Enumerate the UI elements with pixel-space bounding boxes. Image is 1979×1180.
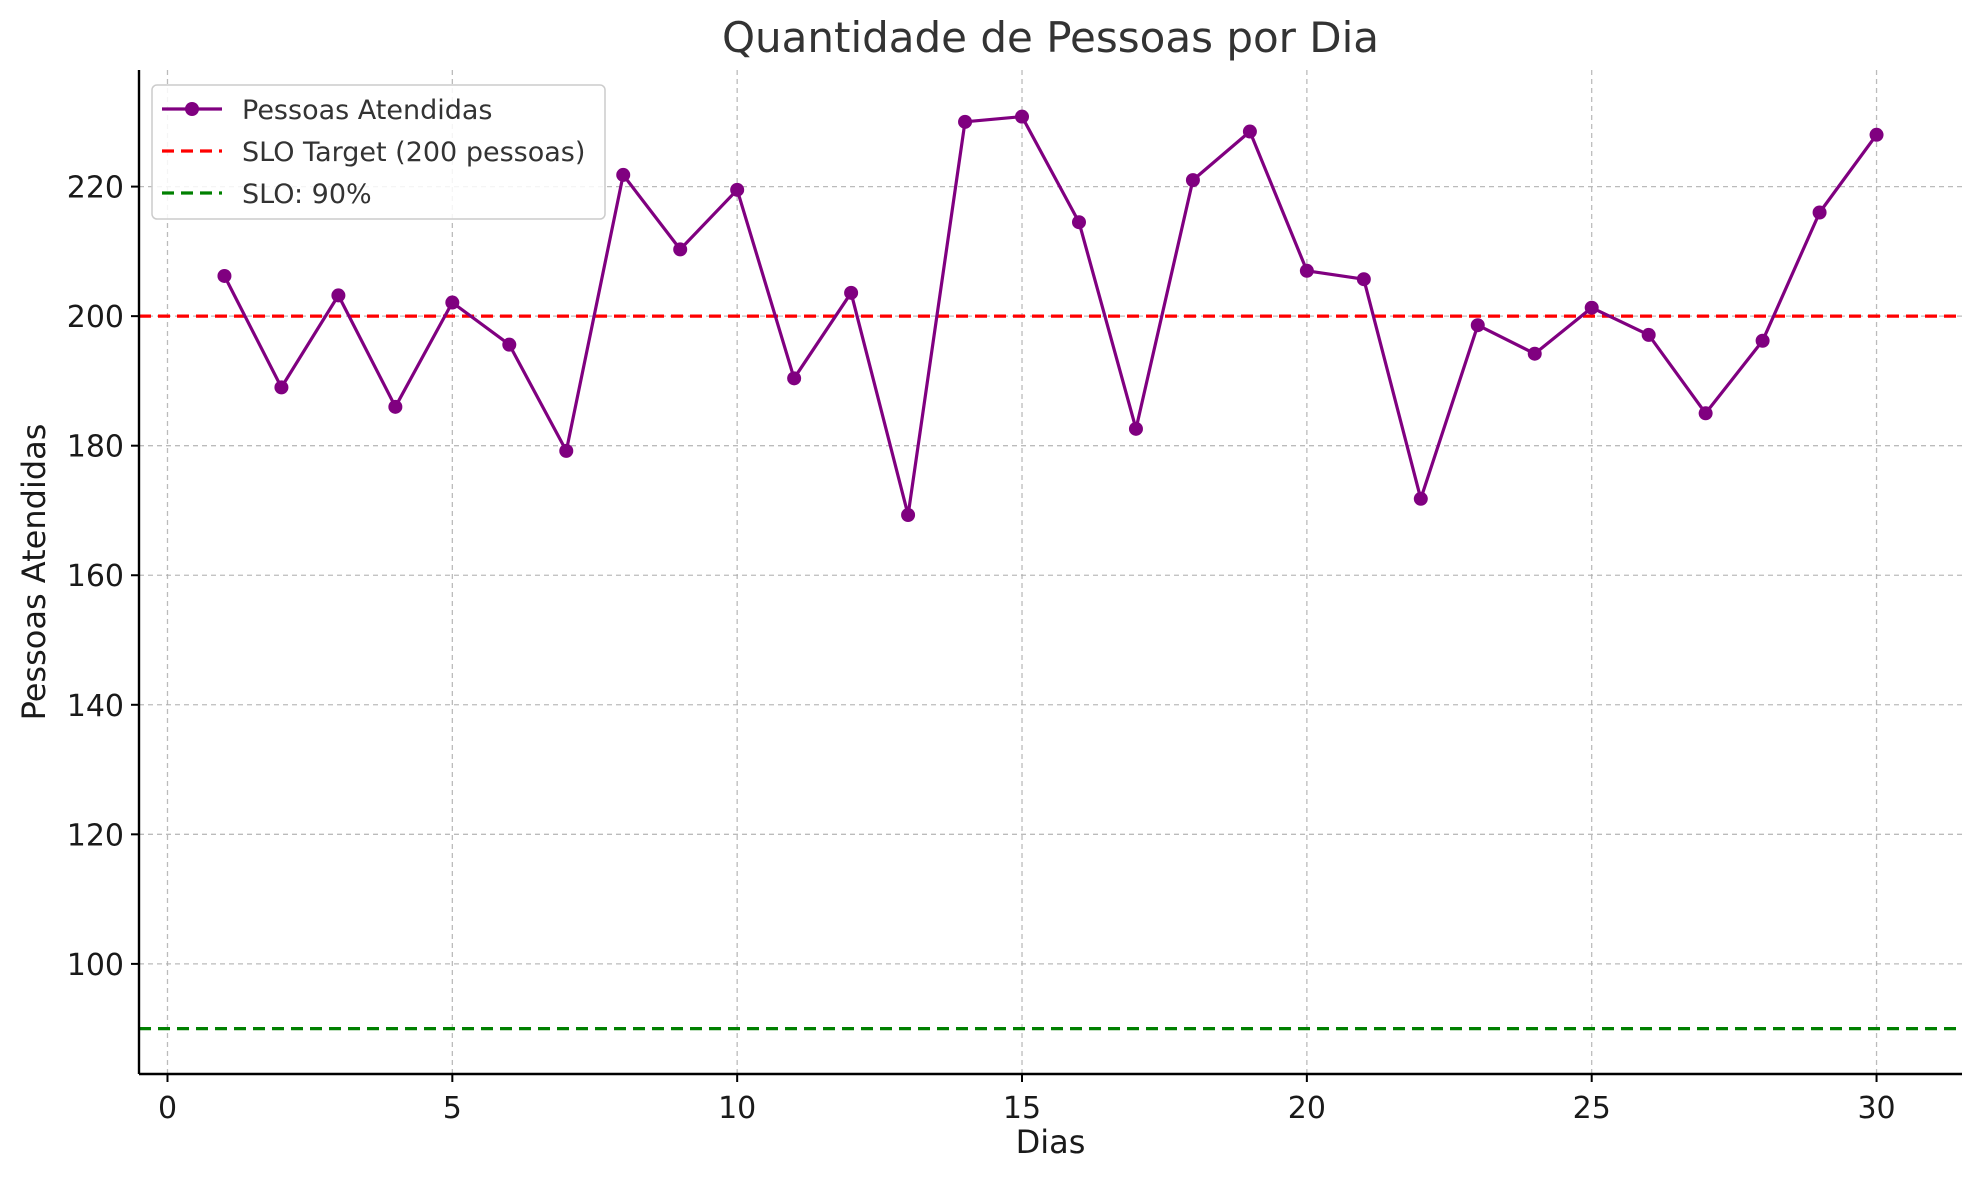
data-point	[958, 114, 973, 129]
x-tick-label: 20	[1288, 1091, 1326, 1126]
data-point	[1242, 124, 1257, 139]
data-point	[1299, 263, 1314, 278]
data-point	[559, 443, 574, 458]
x-tick-label: 25	[1573, 1091, 1611, 1126]
x-axis-label: Dias	[1016, 1123, 1086, 1161]
x-tick-label: 0	[158, 1091, 177, 1126]
y-axis-label: Pessoas Atendidas	[15, 424, 53, 721]
legend: Pessoas Atendidas SLO Target (200 pessoas…	[151, 84, 606, 220]
data-point	[901, 507, 916, 522]
data-point	[787, 371, 802, 386]
data-point	[844, 285, 859, 300]
legend-marker	[185, 102, 199, 116]
data-point	[616, 167, 631, 182]
y-tick-label: 200	[67, 300, 124, 335]
y-tick-label: 100	[67, 948, 124, 983]
data-point	[1641, 327, 1656, 342]
x-tick-label: 5	[443, 1091, 462, 1126]
y-tick-label: 160	[67, 559, 124, 594]
data-point	[1698, 406, 1713, 421]
chart-title: Quantidade de Pessoas por Dia	[722, 13, 1379, 62]
legend-box	[151, 84, 606, 220]
data-point	[274, 380, 289, 395]
legend-label: SLO Target (200 pessoas)	[242, 137, 585, 168]
x-tick-label: 10	[718, 1091, 756, 1126]
data-point	[1812, 205, 1827, 220]
axes: 0 5 10 15 20 25 30 100 120 140 160 180 200 220	[67, 70, 1962, 1126]
data-point	[1470, 318, 1485, 333]
y-tick-label: 120	[67, 818, 124, 853]
data-point	[445, 295, 460, 310]
data-point	[1071, 215, 1086, 230]
data-point	[217, 268, 232, 283]
data-point	[1755, 333, 1770, 348]
series	[217, 109, 1884, 522]
x-tick-label: 30	[1857, 1091, 1895, 1126]
y-tick-label: 180	[67, 430, 124, 465]
series-line	[223, 114, 1878, 517]
data-point	[331, 288, 346, 303]
data-point	[1413, 491, 1428, 506]
x-tick-label: 15	[1003, 1091, 1041, 1126]
data-point	[1185, 173, 1200, 188]
legend-label: Pessoas Atendidas	[242, 95, 492, 126]
data-point	[388, 399, 403, 414]
y-tick-label: 220	[67, 171, 124, 206]
data-point	[502, 337, 517, 352]
data-point	[1128, 421, 1143, 436]
data-point	[1527, 346, 1542, 361]
reference-lines	[139, 314, 1962, 1031]
data-point	[673, 242, 688, 257]
data-point	[1584, 300, 1599, 315]
data-point	[730, 182, 745, 197]
legend-label: SLO: 90%	[242, 179, 372, 210]
y-tick-label: 140	[67, 689, 124, 724]
data-point	[1869, 127, 1884, 142]
data-point	[1356, 272, 1371, 287]
data-point	[1015, 109, 1030, 124]
grid	[139, 70, 1962, 1074]
